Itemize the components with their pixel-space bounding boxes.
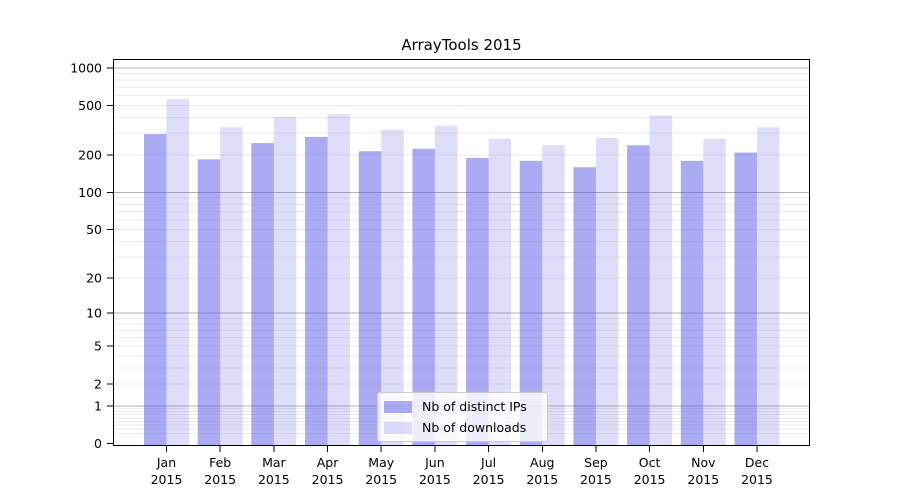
bar-apr-downloads	[327, 114, 351, 446]
x-tick-label-month: Dec	[745, 455, 769, 470]
bar-jan-downloads	[166, 99, 189, 446]
bar-feb-downloads	[220, 127, 243, 446]
x-tick-label-year: 2015	[526, 472, 558, 487]
x-tick-label-month: Sep	[584, 455, 608, 470]
bar-apr-ips	[305, 136, 328, 446]
plot-frame	[113, 59, 810, 446]
x-tick-label-month: Jul	[480, 455, 496, 470]
legend-row-downloads: Nb of downloads	[384, 420, 540, 435]
bar-feb-ips	[197, 159, 221, 446]
y-tick-label: 100	[78, 185, 102, 200]
x-tick-label-month: Aug	[530, 455, 554, 470]
bar-mar-downloads	[273, 116, 297, 446]
y-tick-label: 10	[86, 306, 102, 321]
bar-nov-downloads	[703, 138, 726, 446]
y-tick-label: 1000	[70, 60, 102, 75]
x-tick-label-year: 2015	[634, 472, 666, 487]
bar-jun-downloads	[434, 125, 458, 446]
bar-mar-ips	[251, 143, 274, 446]
y-tick-label: 0	[94, 436, 102, 451]
x-tick-label-year: 2015	[204, 472, 236, 487]
x-tick-label-month: Apr	[317, 455, 339, 470]
legend-label-downloads: Nb of downloads	[422, 420, 527, 435]
legend: Nb of distinct IPs Nb of downloads	[377, 392, 548, 442]
y-tick-label: 50	[86, 222, 102, 237]
bar-dec-downloads	[756, 127, 780, 446]
x-tick-label-month: Mar	[262, 455, 286, 470]
y-tick-label: 200	[78, 148, 102, 163]
bar-aug-downloads	[542, 145, 565, 446]
bar-dec-ips	[734, 152, 757, 446]
x-tick-label-year: 2015	[312, 472, 344, 487]
legend-row-distinct-ips: Nb of distinct IPs	[384, 399, 540, 414]
bar-nov-ips	[680, 160, 704, 446]
y-tick-label: 1	[94, 398, 102, 413]
x-tick-label-year: 2015	[473, 472, 505, 487]
bar-jul-downloads	[488, 138, 512, 446]
bar-sep-ips	[573, 167, 596, 446]
bar-aug-ips	[519, 160, 543, 446]
x-tick-label-month: May	[368, 455, 394, 470]
legend-swatch-distinct-ips	[384, 400, 412, 413]
x-tick-label-year: 2015	[419, 472, 451, 487]
y-tick-label: 20	[86, 270, 102, 285]
x-tick-label-month: Jun	[424, 455, 445, 470]
bar-oct-ips	[627, 145, 650, 446]
bar-may-downloads	[381, 129, 404, 446]
bar-jun-ips	[412, 148, 435, 446]
x-tick-label-year: 2015	[151, 472, 183, 487]
bar-jan-ips	[144, 134, 167, 446]
legend-label-distinct-ips: Nb of distinct IPs	[422, 399, 527, 414]
x-tick-label-month: Feb	[209, 455, 231, 470]
y-tick-label: 2	[94, 376, 102, 391]
bar-sep-downloads	[595, 137, 619, 446]
legend-swatch-downloads	[384, 421, 412, 434]
bar-may-ips	[358, 151, 382, 446]
x-tick-label-year: 2015	[741, 472, 773, 487]
x-tick-label-year: 2015	[258, 472, 290, 487]
y-tick-label: 5	[94, 339, 102, 354]
bar-jul-ips	[466, 157, 489, 446]
x-tick-label-month: Oct	[639, 455, 661, 470]
y-tick-label: 500	[78, 98, 102, 113]
x-tick-label-month: Jan	[156, 455, 176, 470]
x-tick-label-year: 2015	[687, 472, 719, 487]
bar-oct-downloads	[649, 115, 673, 446]
x-tick-label-year: 2015	[365, 472, 397, 487]
chart-title: ArrayTools 2015	[401, 36, 522, 54]
x-tick-label-month: Nov	[691, 455, 716, 470]
x-tick-label-year: 2015	[580, 472, 612, 487]
